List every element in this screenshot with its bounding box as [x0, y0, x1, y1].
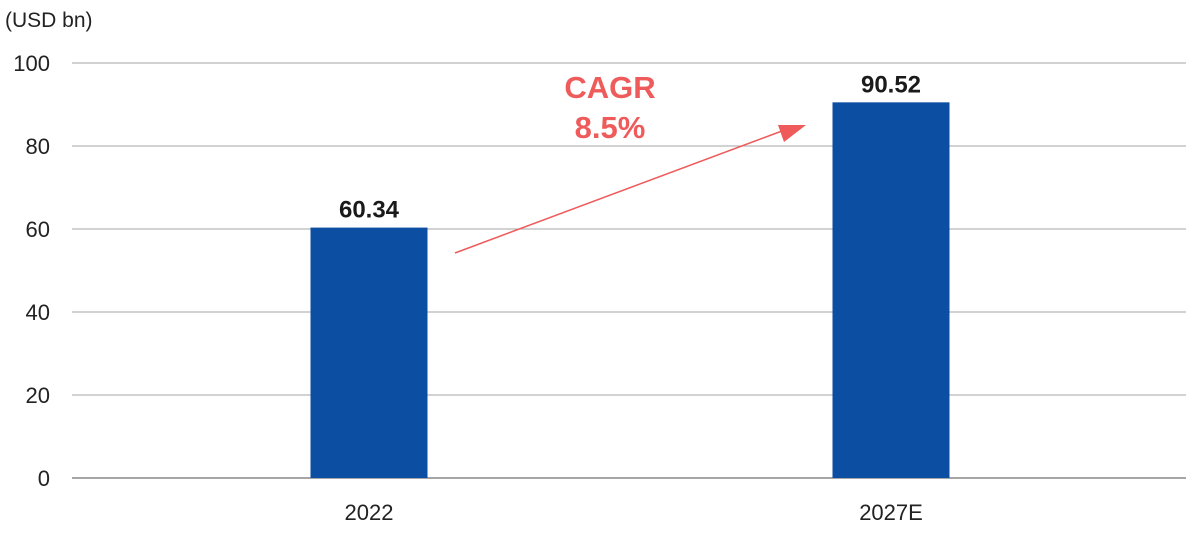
y-axis-ticks: 0 20 40 60 80 100 — [13, 51, 50, 491]
cagr-label: CAGR — [564, 70, 655, 105]
gridlines — [72, 62, 1186, 479]
y-tick-label: 60 — [26, 217, 50, 242]
y-tick-label: 80 — [26, 134, 50, 159]
unit-label: (USD bn) — [5, 9, 93, 32]
data-label: 60.34 — [339, 197, 400, 224]
y-tick-label: 20 — [26, 383, 50, 408]
bar-2027e — [832, 102, 950, 478]
cagr-annotation: CAGR 8.5% — [454, 70, 806, 254]
data-labels: 60.34 90.52 — [339, 71, 921, 223]
x-category-label: 2027E — [859, 500, 923, 525]
cagr-value: 8.5% — [575, 110, 646, 145]
y-tick-label: 100 — [13, 51, 50, 76]
y-tick-label: 0 — [38, 466, 50, 491]
cagr-arrow-line — [454, 130, 783, 254]
bars — [310, 102, 950, 478]
bar-2022 — [310, 227, 428, 478]
x-category-label: 2022 — [345, 500, 394, 525]
x-axis-categories: 2022 2027E — [345, 500, 923, 525]
y-tick-label: 40 — [26, 300, 50, 325]
data-label: 90.52 — [861, 71, 921, 98]
cagr-arrow-head — [778, 125, 806, 142]
